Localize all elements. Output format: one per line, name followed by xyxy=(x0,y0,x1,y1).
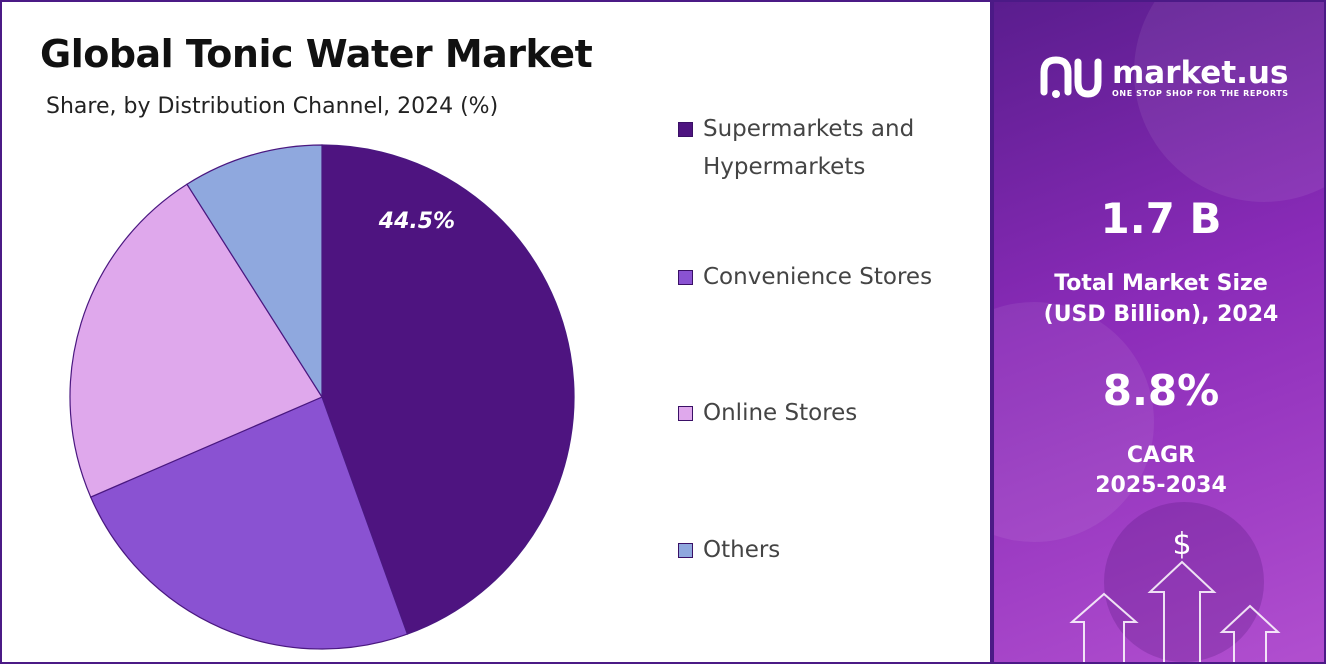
legend-item-convenience: Convenience Stores xyxy=(678,264,973,296)
chart-title: Global Tonic Water Market xyxy=(40,32,593,76)
legend-swatch xyxy=(678,270,693,285)
cagr-label-line2: 2025-2034 xyxy=(1095,473,1227,498)
cagr-label-line1: CAGR xyxy=(1126,443,1196,468)
dollar-sign-icon: $ xyxy=(1172,527,1191,562)
legend-label: Online Stores xyxy=(703,400,858,426)
stats-panel: market.us ONE STOP SHOP FOR THE REPORTS … xyxy=(990,2,1324,662)
pie-slice-supermarkets-and-hypermarkets xyxy=(321,144,575,635)
market-us-logo-icon xyxy=(1040,56,1102,98)
pie-data-label: 44.5% xyxy=(378,209,455,234)
market-size-label-line1: Total Market Size xyxy=(1054,271,1268,296)
growth-arrows-icon: $ xyxy=(1069,527,1281,662)
legend-label: Convenience Stores xyxy=(703,264,933,290)
background-glow xyxy=(994,302,1154,542)
market-size-value: 1.7 B xyxy=(1100,194,1222,243)
legend-item-supermarkets: Supermarkets and Hypermarkets xyxy=(678,116,973,186)
pie-slice-online-stores xyxy=(69,183,323,498)
pie-chart: 44.5% xyxy=(69,144,575,650)
legend-item-online: Online Stores xyxy=(678,400,973,432)
cagr-value: 8.8% xyxy=(1102,366,1220,415)
brand-name: market.us xyxy=(1112,54,1289,91)
market-size-label-line2: (USD Billion), 2024 xyxy=(1043,302,1279,327)
background-glow xyxy=(1104,502,1264,662)
brand-logo: market.us ONE STOP SHOP FOR THE REPORTS xyxy=(1038,52,1289,102)
legend-label: Supermarkets and Hypermarkets xyxy=(703,116,915,180)
legend-swatch xyxy=(678,406,693,421)
chart-subtitle: Share, by Distribution Channel, 2024 (%) xyxy=(46,94,499,119)
pie-slice-others xyxy=(186,144,323,400)
legend-swatch xyxy=(678,122,693,137)
brand-tagline: ONE STOP SHOP FOR THE REPORTS xyxy=(1112,88,1289,98)
background-glow xyxy=(1134,2,1324,202)
legend-item-others: Others xyxy=(678,537,973,569)
pie-slice-convenience-stores xyxy=(89,396,409,650)
legend-swatch xyxy=(678,543,693,558)
chart-panel: Global Tonic Water Market Share, by Dist… xyxy=(2,2,990,662)
legend-label: Others xyxy=(703,537,781,563)
